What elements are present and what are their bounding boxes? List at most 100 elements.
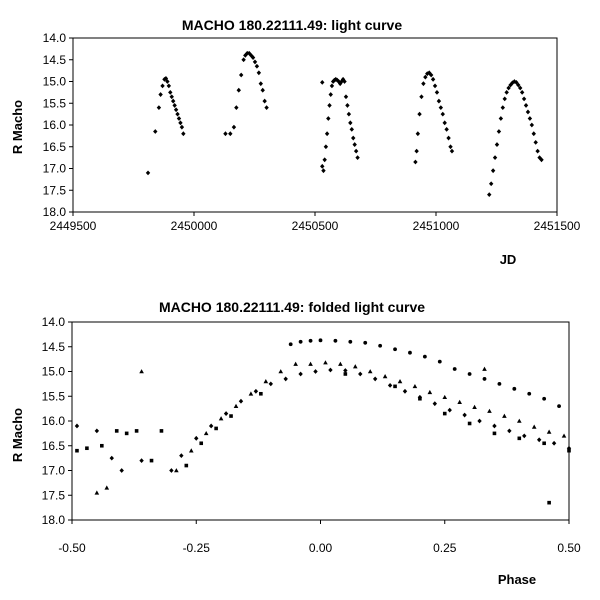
light-curve-title: MACHO 180.22111.49: light curve [182,17,402,33]
data-point [537,155,542,161]
data-point [328,92,333,97]
data-point [446,135,451,141]
data-point [318,338,323,343]
data-point [418,396,422,401]
data-point [494,142,500,147]
data-point [500,105,505,110]
data-point [504,89,509,95]
data-point [254,63,260,69]
data-point [428,72,434,78]
data-point [238,398,244,404]
data-point [168,89,173,95]
data-point [378,343,383,348]
y-tick-label: 14.0 [43,31,67,45]
data-point [527,391,532,396]
data-point [482,377,487,381]
data-point [533,140,538,145]
data-point [332,77,337,83]
data-point [308,361,313,366]
x-tick-label: 0.50 [557,541,581,555]
data-point [547,500,551,505]
x-tick-label: 0.25 [433,541,457,555]
data-point [100,443,104,448]
data-point [94,428,100,434]
data-point [173,107,179,113]
data-point [328,367,333,373]
data-point [160,83,165,89]
data-point [417,111,422,117]
data-point [313,369,318,374]
data-point [353,148,359,154]
y-tick-label: 17.5 [43,183,67,197]
x-tick-label: 2449500 [50,219,97,233]
data-point [502,96,507,102]
data-point [179,453,184,459]
data-point [172,103,177,108]
data-point [337,81,343,87]
y-tick-label: 18.0 [42,513,66,527]
data-point [333,338,338,343]
data-point [208,423,214,429]
data-point [250,55,256,60]
y-tick-label: 16.0 [42,414,66,428]
data-point [467,421,472,426]
data-point [153,129,158,134]
data-point [422,354,427,359]
light-curve-ylabel: R Macho [10,100,25,154]
data-point [492,423,497,429]
data-point [252,59,258,65]
data-point [413,159,418,165]
data-point [248,391,254,396]
data-point [260,87,265,93]
data-point [539,157,544,163]
data-point [487,408,492,413]
y-tick-label: 15.5 [43,96,67,110]
data-point [228,131,233,137]
data-point [114,429,119,433]
data-point [440,111,445,117]
data-point [175,111,180,117]
data-point [156,105,162,110]
data-point [561,433,567,438]
folded-light-curve-ylabel: R Macho [10,408,25,462]
data-point [149,458,154,463]
data-point [343,368,348,373]
data-point [352,142,357,147]
data-point [452,367,457,371]
data-point [283,376,288,382]
data-point [184,463,189,468]
light-curve-xlabel: JD [500,252,517,267]
data-point [423,74,428,80]
data-point [278,369,284,374]
x-tick-label: -0.25 [183,541,211,555]
data-point [323,144,329,150]
data-point [288,342,293,347]
data-point [238,72,244,78]
x-tick-label: 2451500 [534,219,581,233]
data-point [402,388,408,394]
data-point [231,124,237,130]
data-point [223,411,229,416]
data-point [188,448,194,453]
data-point [259,391,263,396]
data-point [457,399,462,404]
data-point [75,448,79,453]
data-point [236,87,241,93]
x-tick-label: 2450500 [292,219,339,233]
y-tick-label: 15.0 [43,75,67,89]
data-point [293,361,298,366]
data-point [268,381,273,387]
light-curve-points [145,50,544,197]
data-point [174,468,179,473]
data-point [436,98,442,104]
data-point [256,70,262,76]
data-point [358,371,363,377]
data-point [517,418,522,423]
data-point [536,437,542,443]
folded-light-curve-title: MACHO 180.22111.49: folded light curve [159,299,425,315]
data-point [517,436,522,441]
data-point [438,105,444,110]
data-point [393,384,397,389]
data-point [214,426,218,431]
